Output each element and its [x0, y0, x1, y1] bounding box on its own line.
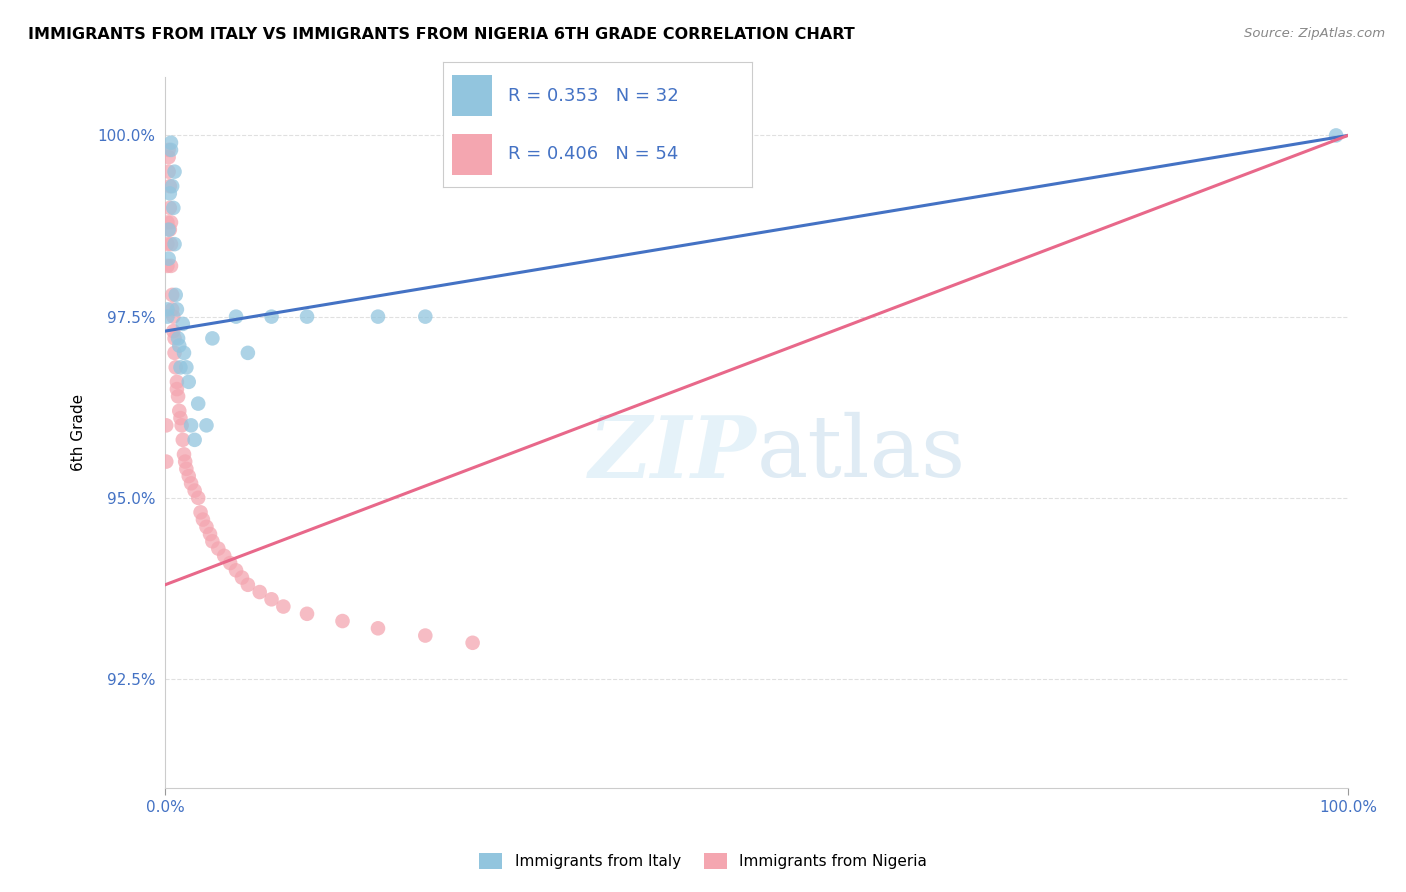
Point — [187, 491, 209, 505]
Point — [1324, 128, 1347, 143]
Point — [159, 179, 181, 194]
Text: atlas: atlas — [756, 412, 966, 495]
Point — [191, 512, 214, 526]
Point — [156, 215, 179, 229]
Point — [172, 433, 194, 447]
Point — [195, 520, 218, 534]
Point — [176, 462, 198, 476]
Point — [159, 222, 181, 236]
Point — [295, 607, 318, 621]
Text: IMMIGRANTS FROM ITALY VS IMMIGRANTS FROM NIGERIA 6TH GRADE CORRELATION CHART: IMMIGRANTS FROM ITALY VS IMMIGRANTS FROM… — [28, 27, 855, 42]
Point — [225, 310, 247, 324]
Point — [183, 433, 205, 447]
Point — [160, 136, 183, 150]
Legend: Immigrants from Italy, Immigrants from Nigeria: Immigrants from Italy, Immigrants from N… — [474, 847, 932, 875]
Point — [180, 418, 202, 433]
Point — [198, 527, 221, 541]
Point — [413, 628, 436, 642]
Point — [162, 201, 184, 215]
Point — [155, 418, 177, 433]
Point — [156, 259, 179, 273]
Point — [160, 237, 183, 252]
Point — [367, 621, 389, 635]
Point — [156, 302, 179, 317]
Point — [367, 310, 389, 324]
Point — [163, 331, 186, 345]
Point — [157, 150, 180, 164]
Point — [177, 469, 200, 483]
Point — [169, 404, 191, 418]
Point — [249, 585, 271, 599]
Point — [177, 375, 200, 389]
Point — [190, 505, 212, 519]
Point — [180, 476, 202, 491]
Point — [160, 215, 183, 229]
Point — [156, 237, 179, 252]
Point — [201, 534, 224, 549]
Point — [159, 186, 181, 201]
Point — [173, 346, 195, 360]
Bar — [453, 75, 492, 116]
Point — [169, 360, 191, 375]
Text: R = 0.406   N = 54: R = 0.406 N = 54 — [508, 145, 678, 162]
Point — [160, 302, 183, 317]
Point — [162, 324, 184, 338]
Point — [176, 360, 198, 375]
Point — [207, 541, 229, 556]
Point — [165, 288, 187, 302]
Text: R = 0.353   N = 32: R = 0.353 N = 32 — [508, 87, 679, 105]
Point — [413, 310, 436, 324]
Point — [155, 454, 177, 468]
Point — [219, 556, 242, 570]
Point — [167, 389, 190, 403]
Point — [332, 614, 354, 628]
Point — [201, 331, 224, 345]
Point — [169, 338, 191, 352]
Point — [187, 396, 209, 410]
Point — [183, 483, 205, 498]
Point — [166, 375, 188, 389]
Point — [166, 302, 188, 317]
Point — [167, 331, 190, 345]
Point — [165, 360, 187, 375]
Point — [174, 454, 197, 468]
Text: ZIP: ZIP — [589, 412, 756, 496]
Text: Source: ZipAtlas.com: Source: ZipAtlas.com — [1244, 27, 1385, 40]
Point — [157, 164, 180, 178]
Point — [170, 418, 193, 433]
Point — [260, 310, 283, 324]
Point — [163, 237, 186, 252]
Bar — [453, 134, 492, 175]
Point — [172, 317, 194, 331]
Point — [163, 346, 186, 360]
Point — [461, 636, 484, 650]
Point — [157, 252, 180, 266]
Point — [157, 143, 180, 157]
Point — [260, 592, 283, 607]
Point — [195, 418, 218, 433]
Point — [295, 310, 318, 324]
Point — [212, 549, 235, 563]
Point — [273, 599, 295, 614]
Point — [236, 578, 259, 592]
Y-axis label: 6th Grade: 6th Grade — [72, 394, 86, 471]
Point — [166, 382, 188, 396]
Point — [162, 310, 184, 324]
Point — [160, 288, 183, 302]
Point — [163, 164, 186, 178]
Point — [160, 179, 183, 194]
Point — [160, 143, 183, 157]
Point — [173, 447, 195, 461]
Point — [159, 201, 181, 215]
Point — [157, 222, 180, 236]
Point — [169, 411, 191, 425]
Point — [236, 346, 259, 360]
Point — [160, 259, 183, 273]
Point — [231, 570, 253, 584]
Point — [225, 563, 247, 577]
Point — [156, 310, 179, 324]
